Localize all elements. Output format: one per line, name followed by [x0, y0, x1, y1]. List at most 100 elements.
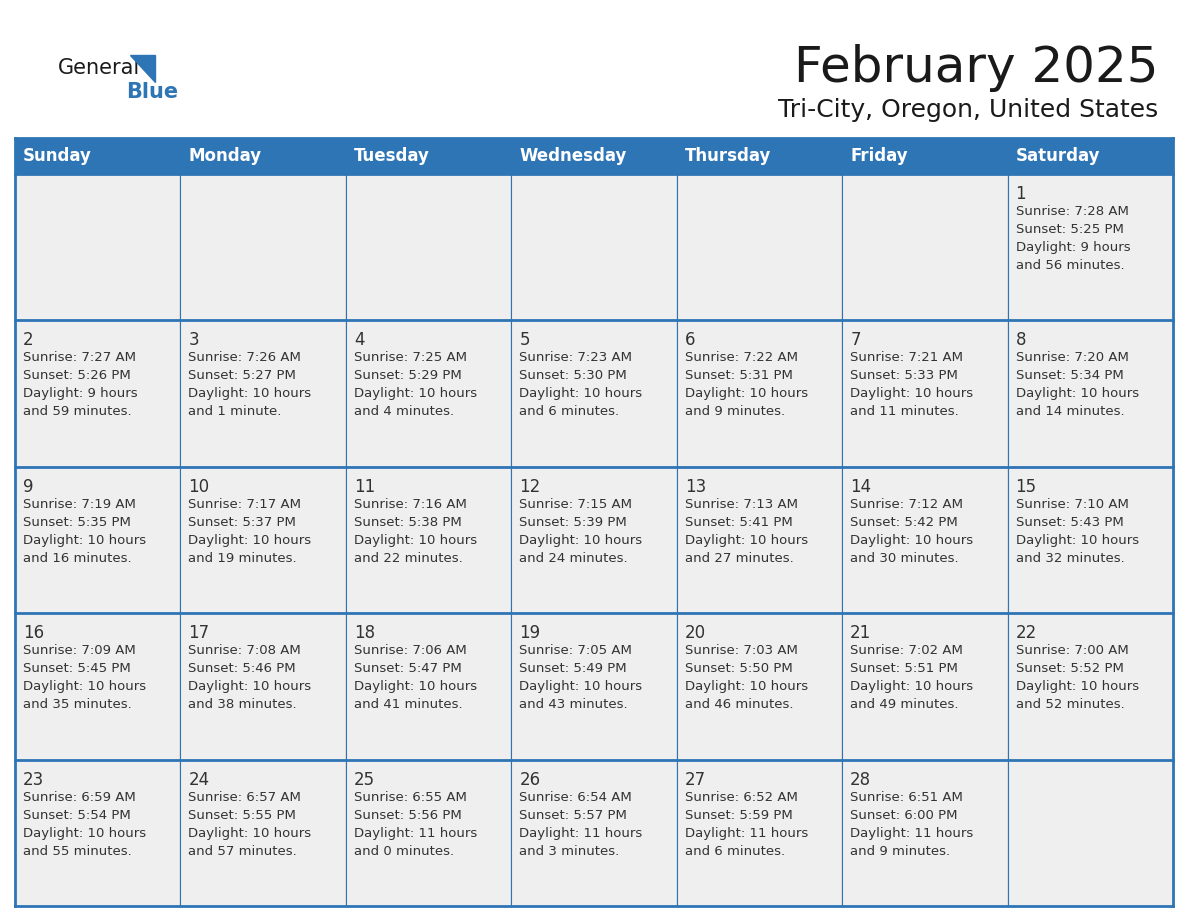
Text: Sunrise: 7:10 AM: Sunrise: 7:10 AM [1016, 498, 1129, 510]
Text: Blue: Blue [126, 82, 178, 102]
Text: Wednesday: Wednesday [519, 147, 626, 165]
Text: 3: 3 [189, 331, 200, 350]
Text: Sunrise: 7:05 AM: Sunrise: 7:05 AM [519, 644, 632, 657]
Text: Daylight: 10 hours: Daylight: 10 hours [189, 680, 311, 693]
Text: Sunset: 5:37 PM: Sunset: 5:37 PM [189, 516, 296, 529]
Text: and 6 minutes.: and 6 minutes. [519, 406, 619, 419]
Bar [842, 466, 1007, 613]
Text: Sunrise: 7:08 AM: Sunrise: 7:08 AM [189, 644, 302, 657]
Bar [1007, 320, 1173, 466]
Text: Daylight: 10 hours: Daylight: 10 hours [354, 680, 478, 693]
Text: 27: 27 [684, 770, 706, 789]
Text: Sunset: 5:47 PM: Sunset: 5:47 PM [354, 662, 462, 676]
Text: Sunrise: 7:28 AM: Sunrise: 7:28 AM [1016, 205, 1129, 218]
Text: and 24 minutes.: and 24 minutes. [519, 552, 628, 565]
Bar [842, 138, 1007, 174]
Text: Friday: Friday [851, 147, 908, 165]
Text: and 35 minutes.: and 35 minutes. [23, 699, 132, 711]
Text: Sunrise: 7:16 AM: Sunrise: 7:16 AM [354, 498, 467, 510]
Text: February 2025: February 2025 [794, 44, 1158, 92]
Bar [181, 613, 346, 759]
Bar [181, 138, 346, 174]
Text: 28: 28 [851, 770, 871, 789]
Bar [346, 613, 511, 759]
Text: and 56 minutes.: and 56 minutes. [1016, 259, 1124, 272]
Bar [842, 174, 1007, 320]
Text: Sunrise: 7:27 AM: Sunrise: 7:27 AM [23, 352, 135, 364]
Text: 14: 14 [851, 477, 871, 496]
Text: 4: 4 [354, 331, 365, 350]
Text: Daylight: 10 hours: Daylight: 10 hours [189, 826, 311, 840]
Text: Sunrise: 7:06 AM: Sunrise: 7:06 AM [354, 644, 467, 657]
Bar [511, 174, 677, 320]
Text: Daylight: 10 hours: Daylight: 10 hours [851, 680, 973, 693]
Text: Sunrise: 7:02 AM: Sunrise: 7:02 AM [851, 644, 963, 657]
Text: Sunrise: 7:26 AM: Sunrise: 7:26 AM [189, 352, 302, 364]
Polygon shape [129, 55, 154, 82]
Text: and 1 minute.: and 1 minute. [189, 406, 282, 419]
Bar [1007, 466, 1173, 613]
Text: 19: 19 [519, 624, 541, 643]
Bar [346, 759, 511, 906]
Text: 23: 23 [23, 770, 44, 789]
Bar [15, 759, 181, 906]
Text: Sunset: 5:54 PM: Sunset: 5:54 PM [23, 809, 131, 822]
Text: and 49 minutes.: and 49 minutes. [851, 699, 959, 711]
Text: Sunrise: 6:57 AM: Sunrise: 6:57 AM [189, 790, 302, 803]
Text: Sunset: 5:34 PM: Sunset: 5:34 PM [1016, 369, 1124, 383]
Bar [842, 759, 1007, 906]
Text: Monday: Monday [189, 147, 261, 165]
Bar [677, 466, 842, 613]
Text: 17: 17 [189, 624, 209, 643]
Text: Sunset: 5:43 PM: Sunset: 5:43 PM [1016, 516, 1124, 529]
Text: Daylight: 10 hours: Daylight: 10 hours [684, 387, 808, 400]
Text: Sunrise: 6:52 AM: Sunrise: 6:52 AM [684, 790, 797, 803]
Bar [181, 174, 346, 320]
Bar [181, 320, 346, 466]
Text: Sunset: 5:52 PM: Sunset: 5:52 PM [1016, 662, 1124, 676]
Text: Sunrise: 6:55 AM: Sunrise: 6:55 AM [354, 790, 467, 803]
Bar [842, 613, 1007, 759]
Text: Daylight: 10 hours: Daylight: 10 hours [851, 533, 973, 547]
Text: and 52 minutes.: and 52 minutes. [1016, 699, 1124, 711]
Text: Daylight: 11 hours: Daylight: 11 hours [519, 826, 643, 840]
Text: Daylight: 10 hours: Daylight: 10 hours [1016, 533, 1138, 547]
Text: and 19 minutes.: and 19 minutes. [189, 552, 297, 565]
Text: 1: 1 [1016, 185, 1026, 203]
Text: and 22 minutes.: and 22 minutes. [354, 552, 462, 565]
Bar [346, 466, 511, 613]
Text: 7: 7 [851, 331, 860, 350]
Text: Sunrise: 7:20 AM: Sunrise: 7:20 AM [1016, 352, 1129, 364]
Text: Sunset: 5:49 PM: Sunset: 5:49 PM [519, 662, 627, 676]
Text: Daylight: 10 hours: Daylight: 10 hours [23, 826, 146, 840]
Bar [677, 759, 842, 906]
Text: Saturday: Saturday [1016, 147, 1100, 165]
Text: Sunrise: 7:15 AM: Sunrise: 7:15 AM [519, 498, 632, 510]
Text: and 27 minutes.: and 27 minutes. [684, 552, 794, 565]
Text: Sunset: 5:26 PM: Sunset: 5:26 PM [23, 369, 131, 383]
Text: Sunrise: 7:09 AM: Sunrise: 7:09 AM [23, 644, 135, 657]
Text: Thursday: Thursday [684, 147, 771, 165]
Text: Daylight: 10 hours: Daylight: 10 hours [1016, 680, 1138, 693]
Text: Sunset: 5:25 PM: Sunset: 5:25 PM [1016, 223, 1124, 236]
Text: Sunset: 5:45 PM: Sunset: 5:45 PM [23, 662, 131, 676]
Bar [677, 320, 842, 466]
Text: 16: 16 [23, 624, 44, 643]
Bar [677, 613, 842, 759]
Bar [1007, 613, 1173, 759]
Text: and 38 minutes.: and 38 minutes. [189, 699, 297, 711]
Text: Tuesday: Tuesday [354, 147, 430, 165]
Text: Sunset: 5:31 PM: Sunset: 5:31 PM [684, 369, 792, 383]
Text: and 9 minutes.: and 9 minutes. [684, 406, 785, 419]
Text: Daylight: 9 hours: Daylight: 9 hours [23, 387, 138, 400]
Text: Sunset: 6:00 PM: Sunset: 6:00 PM [851, 809, 958, 822]
Text: 5: 5 [519, 331, 530, 350]
Text: Sunset: 5:57 PM: Sunset: 5:57 PM [519, 809, 627, 822]
Text: Daylight: 10 hours: Daylight: 10 hours [354, 387, 478, 400]
Text: 13: 13 [684, 477, 706, 496]
Text: Sunrise: 7:23 AM: Sunrise: 7:23 AM [519, 352, 632, 364]
Bar [511, 613, 677, 759]
Text: Daylight: 10 hours: Daylight: 10 hours [851, 387, 973, 400]
Text: Sunrise: 7:25 AM: Sunrise: 7:25 AM [354, 352, 467, 364]
Text: 11: 11 [354, 477, 375, 496]
